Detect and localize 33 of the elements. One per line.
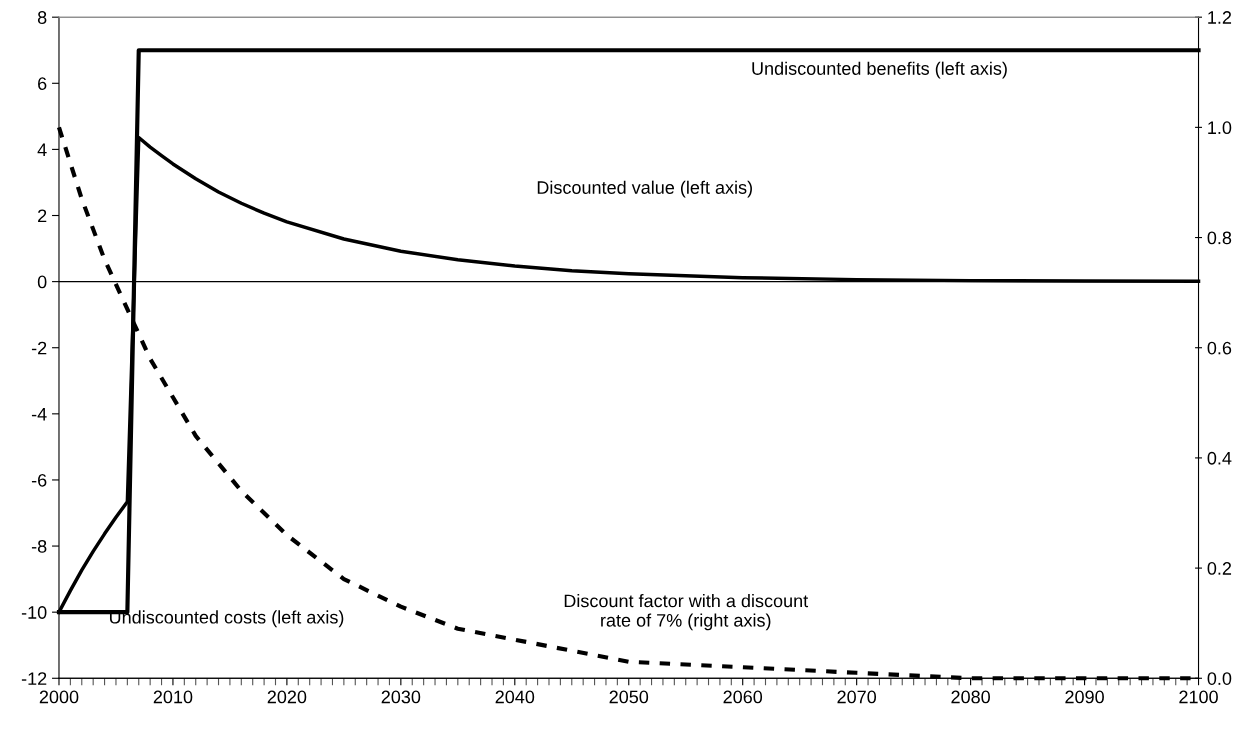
x-tick-label: 2100 xyxy=(1179,690,1218,704)
y-tick-label: -4 xyxy=(31,407,47,421)
y2-tick-label: 0.4 xyxy=(1207,451,1232,465)
annotation: Discounted value (left axis) xyxy=(537,180,752,198)
x-tick-label: 2010 xyxy=(153,690,193,704)
y-tick-label: 2 xyxy=(38,209,47,223)
y-tick-label: -8 xyxy=(31,539,47,553)
y2-tick-label: 1.0 xyxy=(1208,121,1232,135)
x-tick-label: 2090 xyxy=(1065,690,1104,704)
y-tick-label: -2 xyxy=(31,341,47,355)
y-tick-label: 6 xyxy=(38,77,47,91)
y2-tick-label: 0.2 xyxy=(1207,562,1232,575)
annotation: Undiscounted costs (left axis) xyxy=(109,610,344,628)
y2-tick-label: 0.0 xyxy=(1207,672,1232,685)
y2-tick-label: 0.8 xyxy=(1207,231,1232,245)
y-tick-label: 8 xyxy=(37,11,47,24)
y-tick-label: -12 xyxy=(21,672,47,685)
x-tick-label: 2030 xyxy=(381,690,421,704)
x-tick-label: 2060 xyxy=(723,690,763,704)
annotation: Undiscounted benefits (left axis) xyxy=(752,61,1007,79)
y-tick-label: 0 xyxy=(37,275,47,289)
y-tick-label: -10 xyxy=(21,606,47,619)
x-tick-label: 2020 xyxy=(267,690,307,704)
annotation: Discount factor with a discount rate of 7% (right axis) xyxy=(564,594,809,631)
y-tick-label: -6 xyxy=(31,473,47,487)
y-tick-label: 4 xyxy=(37,143,47,156)
x-tick-label: 2080 xyxy=(951,690,990,704)
x-tick-label: 2050 xyxy=(609,690,649,704)
y2-tick-label: 0.6 xyxy=(1207,341,1232,355)
x-tick-label: 2070 xyxy=(837,690,877,704)
x-tick-label: 2040 xyxy=(495,690,535,704)
y2-tick-label: 1.2 xyxy=(1208,11,1232,24)
x-tick-label: 2000 xyxy=(39,690,79,704)
